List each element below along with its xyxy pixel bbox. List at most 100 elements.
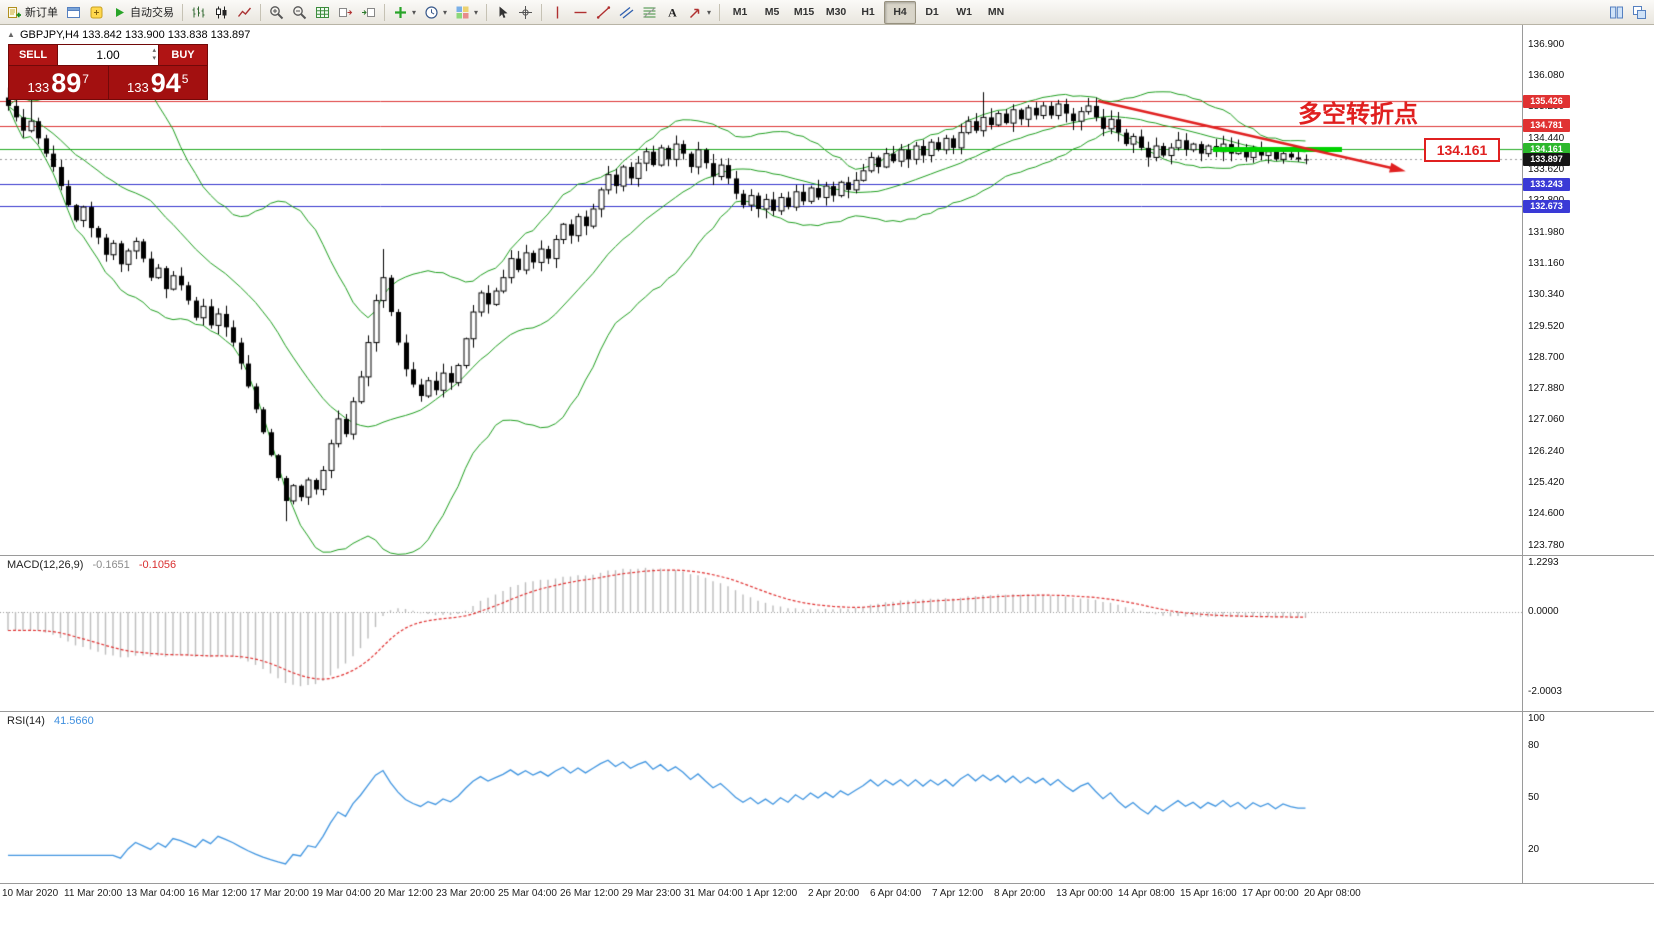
rsi-axis-label: 80 <box>1528 740 1540 751</box>
line-chart-button[interactable] <box>233 1 256 24</box>
buy-button[interactable]: BUY <box>158 44 208 66</box>
sell-button[interactable]: SELL <box>8 44 58 66</box>
tile-windows-icon <box>1609 5 1624 20</box>
volume-input[interactable] <box>58 48 158 62</box>
time-axis-label: 29 Mar 23:00 <box>622 888 681 899</box>
timeframe-d1-button[interactable]: D1 <box>925 6 939 18</box>
charts-window-icon <box>66 5 81 20</box>
timeframe-h1-button[interactable]: H1 <box>861 6 875 18</box>
price-axis-label: 130.340 <box>1528 289 1565 300</box>
price-axis-label: 124.600 <box>1528 508 1565 519</box>
price-level-box[interactable]: 134.161 <box>1424 138 1500 162</box>
time-axis-label: 10 Mar 2020 <box>2 888 59 899</box>
time-axis-label: 1 Apr 12:00 <box>746 888 798 899</box>
fibonacci-button[interactable] <box>638 1 661 24</box>
templates-icon <box>455 5 470 20</box>
periods-button[interactable]: ▾ <box>420 1 451 24</box>
buy-price[interactable]: 133 94 5 <box>109 66 208 99</box>
timeframe-w1-button[interactable]: W1 <box>956 6 972 18</box>
sell-price[interactable]: 133 89 7 <box>9 66 108 99</box>
price-axis-line <box>1522 25 1523 884</box>
volume-down-icon[interactable]: ▾ <box>152 55 156 62</box>
time-axis-label: 20 Apr 08:00 <box>1304 888 1361 899</box>
collapse-panel-icon[interactable]: ▲ <box>7 30 15 39</box>
crosshair-button[interactable] <box>514 1 537 24</box>
toolbar-separator <box>260 3 261 21</box>
cascade-windows-button[interactable] <box>1628 1 1651 24</box>
price-axis-label: 125.420 <box>1528 477 1565 488</box>
metaeditor-button[interactable] <box>85 1 108 24</box>
toolbar-right <box>1605 1 1651 24</box>
price-axis-label: 127.880 <box>1528 383 1565 394</box>
cascade-windows-icon <box>1632 5 1647 20</box>
price-axis-label: 126.240 <box>1528 446 1565 457</box>
price-axis-label: 128.700 <box>1528 352 1565 363</box>
price-badge: 134.781 <box>1523 119 1570 132</box>
rsi-panel-separator[interactable] <box>0 711 1654 712</box>
toolbar: 新订单 自动交易 ▾ ▾ ▾ A ▾ M1 M5 M15 M30 H1 H4 D1 W1 MN <box>0 0 1654 25</box>
vline-icon <box>550 5 565 20</box>
sell-price-sup: 7 <box>82 72 89 86</box>
one-click-trading-panel: SELL ▴ ▾ BUY 133 89 7 133 94 5 <box>8 44 208 100</box>
templates-button[interactable]: ▾ <box>451 1 482 24</box>
rsi-axis-label: 100 <box>1528 713 1545 724</box>
timeframe-m30-button[interactable]: M30 <box>825 6 847 18</box>
cursor-icon <box>495 5 510 20</box>
timeframe-m5-button[interactable]: M5 <box>764 6 780 18</box>
toolbar-separator <box>384 3 385 21</box>
macd-axis-label: 0.0000 <box>1528 606 1559 617</box>
volume-field-wrap: ▴ ▾ <box>58 44 158 66</box>
volume-up-icon[interactable]: ▴ <box>152 47 156 54</box>
bar-chart-button[interactable] <box>187 1 210 24</box>
price-badge: 134.161 <box>1523 143 1570 156</box>
charts-window-button[interactable] <box>62 1 85 24</box>
price-axis-label: 123.780 <box>1528 540 1565 551</box>
caret-down-icon: ▾ <box>474 7 479 17</box>
rsi-canvas[interactable] <box>0 712 1522 884</box>
new-order-button[interactable]: 新订单 <box>3 1 62 24</box>
bar-chart-icon <box>191 5 206 20</box>
candlestick-chart-button[interactable] <box>210 1 233 24</box>
timeframe-m15-button[interactable]: M15 <box>793 6 815 18</box>
macd-canvas[interactable] <box>0 556 1522 712</box>
sell-price-small: 133 <box>27 80 50 95</box>
macd-panel-separator[interactable] <box>0 555 1654 556</box>
timeframe-mn-button[interactable]: MN <box>987 6 1005 18</box>
auto-scroll-button[interactable] <box>357 1 380 24</box>
vertical-line-button[interactable] <box>546 1 569 24</box>
horizontal-line-button[interactable] <box>569 1 592 24</box>
time-axis-label: 17 Apr 00:00 <box>1242 888 1299 899</box>
channel-button[interactable] <box>615 1 638 24</box>
price-axis-label: 133.620 <box>1528 164 1565 175</box>
auto-arrange-button[interactable] <box>311 1 334 24</box>
caret-down-icon: ▾ <box>707 7 712 17</box>
price-chart-canvas[interactable] <box>0 25 1522 556</box>
tile-windows-button[interactable] <box>1605 1 1628 24</box>
rsi-axis-label: 50 <box>1528 792 1540 803</box>
timeframe-h4-button[interactable]: H4 <box>884 0 917 24</box>
new-order-button-label: 新订单 <box>25 7 58 19</box>
time-axis-label: 25 Mar 04:00 <box>498 888 557 899</box>
zoom-in-button[interactable] <box>265 1 288 24</box>
rsi-axis-label: 20 <box>1528 844 1540 855</box>
indicators-button[interactable]: ▾ <box>389 1 420 24</box>
cursor-button[interactable] <box>491 1 514 24</box>
zoom-out-button[interactable] <box>288 1 311 24</box>
timeframe-m1-button[interactable]: M1 <box>732 6 748 18</box>
one-click-row-top: SELL ▴ ▾ BUY <box>8 44 208 66</box>
turning-point-annotation[interactable]: 多空转折点 <box>1298 101 1418 128</box>
text-button[interactable]: A <box>661 1 684 24</box>
trendline-button[interactable] <box>592 1 615 24</box>
periods-icon <box>424 5 439 20</box>
macd-value-main: -0.1651 <box>92 559 130 571</box>
autotrading-button[interactable]: 自动交易 <box>108 1 178 24</box>
time-axis-label: 13 Apr 00:00 <box>1056 888 1113 899</box>
symbol-ohlc-label: GBPJPY,H4 133.842 133.900 133.838 133.89… <box>20 29 251 41</box>
price-axis-label: 136.080 <box>1528 70 1565 81</box>
fibo-icon <box>642 5 657 20</box>
text-icon: A <box>665 5 680 20</box>
autotrading-button-label: 自动交易 <box>130 7 174 19</box>
arrows-button[interactable]: ▾ <box>684 1 715 24</box>
chart-shift-button[interactable] <box>334 1 357 24</box>
time-axis-label: 14 Apr 08:00 <box>1118 888 1175 899</box>
